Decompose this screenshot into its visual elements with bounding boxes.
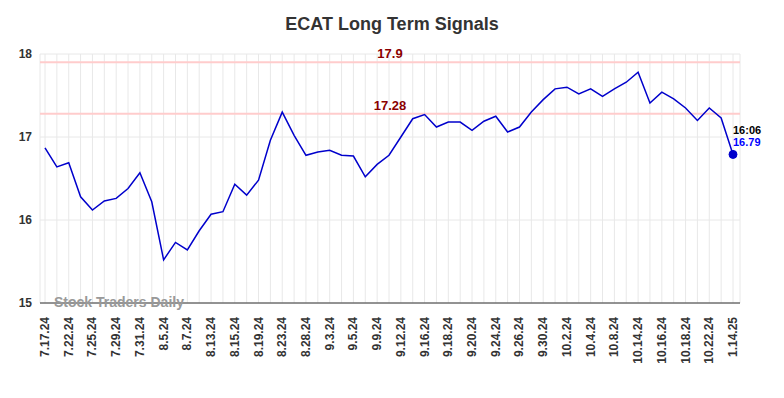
svg-text:9.3.24: 9.3.24 <box>323 317 337 351</box>
svg-text:8.19.24: 8.19.24 <box>252 317 266 357</box>
svg-text:8.28.24: 8.28.24 <box>299 317 313 357</box>
svg-text:9.5.24: 9.5.24 <box>346 317 360 351</box>
svg-text:9.12.24: 9.12.24 <box>394 317 408 357</box>
svg-text:7.25.24: 7.25.24 <box>85 317 99 357</box>
svg-text:10.14.24: 10.14.24 <box>631 317 645 364</box>
svg-text:7.31.24: 7.31.24 <box>133 317 147 357</box>
svg-text:18: 18 <box>19 47 33 61</box>
svg-text:9.26.24: 9.26.24 <box>512 317 526 357</box>
svg-text:17: 17 <box>19 130 33 144</box>
svg-text:8.23.24: 8.23.24 <box>275 317 289 357</box>
svg-text:8.7.24: 8.7.24 <box>180 317 194 351</box>
svg-text:8.5.24: 8.5.24 <box>157 317 171 351</box>
svg-text:9.30.24: 9.30.24 <box>536 317 550 357</box>
svg-text:1.14.25: 1.14.25 <box>726 317 740 357</box>
svg-text:10.18.24: 10.18.24 <box>679 317 693 364</box>
svg-text:10.2.24: 10.2.24 <box>560 317 574 357</box>
svg-text:16: 16 <box>19 213 33 227</box>
svg-text:10.4.24: 10.4.24 <box>584 317 598 357</box>
html-text:ECAT Long Term Signals: ECAT Long Term Signals <box>285 14 499 34</box>
svg-text:9.16.24: 9.16.24 <box>418 317 432 357</box>
svg-text:17.28: 17.28 <box>374 98 407 113</box>
svg-text:15: 15 <box>19 296 33 310</box>
svg-text:7.29.24: 7.29.24 <box>109 317 123 357</box>
svg-text:9.18.24: 9.18.24 <box>441 317 455 357</box>
html-text:Stock Traders Daily: Stock Traders Daily <box>54 294 184 310</box>
svg-text:9.24.24: 9.24.24 <box>489 317 503 357</box>
svg-text:10.22.24: 10.22.24 <box>702 317 716 364</box>
svg-text:10.16.24: 10.16.24 <box>655 317 669 364</box>
svg-text:7.22.24: 7.22.24 <box>62 317 76 357</box>
svg-text:9.20.24: 9.20.24 <box>465 317 479 357</box>
svg-text:16:06: 16:06 <box>733 124 761 136</box>
svg-text:9.9.24: 9.9.24 <box>370 317 384 351</box>
svg-text:10.8.24: 10.8.24 <box>607 317 621 357</box>
svg-text:8.13.24: 8.13.24 <box>204 317 218 357</box>
svg-text:7.17.24: 7.17.24 <box>38 317 52 357</box>
svg-text:16.79: 16.79 <box>733 136 761 148</box>
svg-text:8.15.24: 8.15.24 <box>228 317 242 357</box>
svg-text:17.9: 17.9 <box>377 46 402 61</box>
